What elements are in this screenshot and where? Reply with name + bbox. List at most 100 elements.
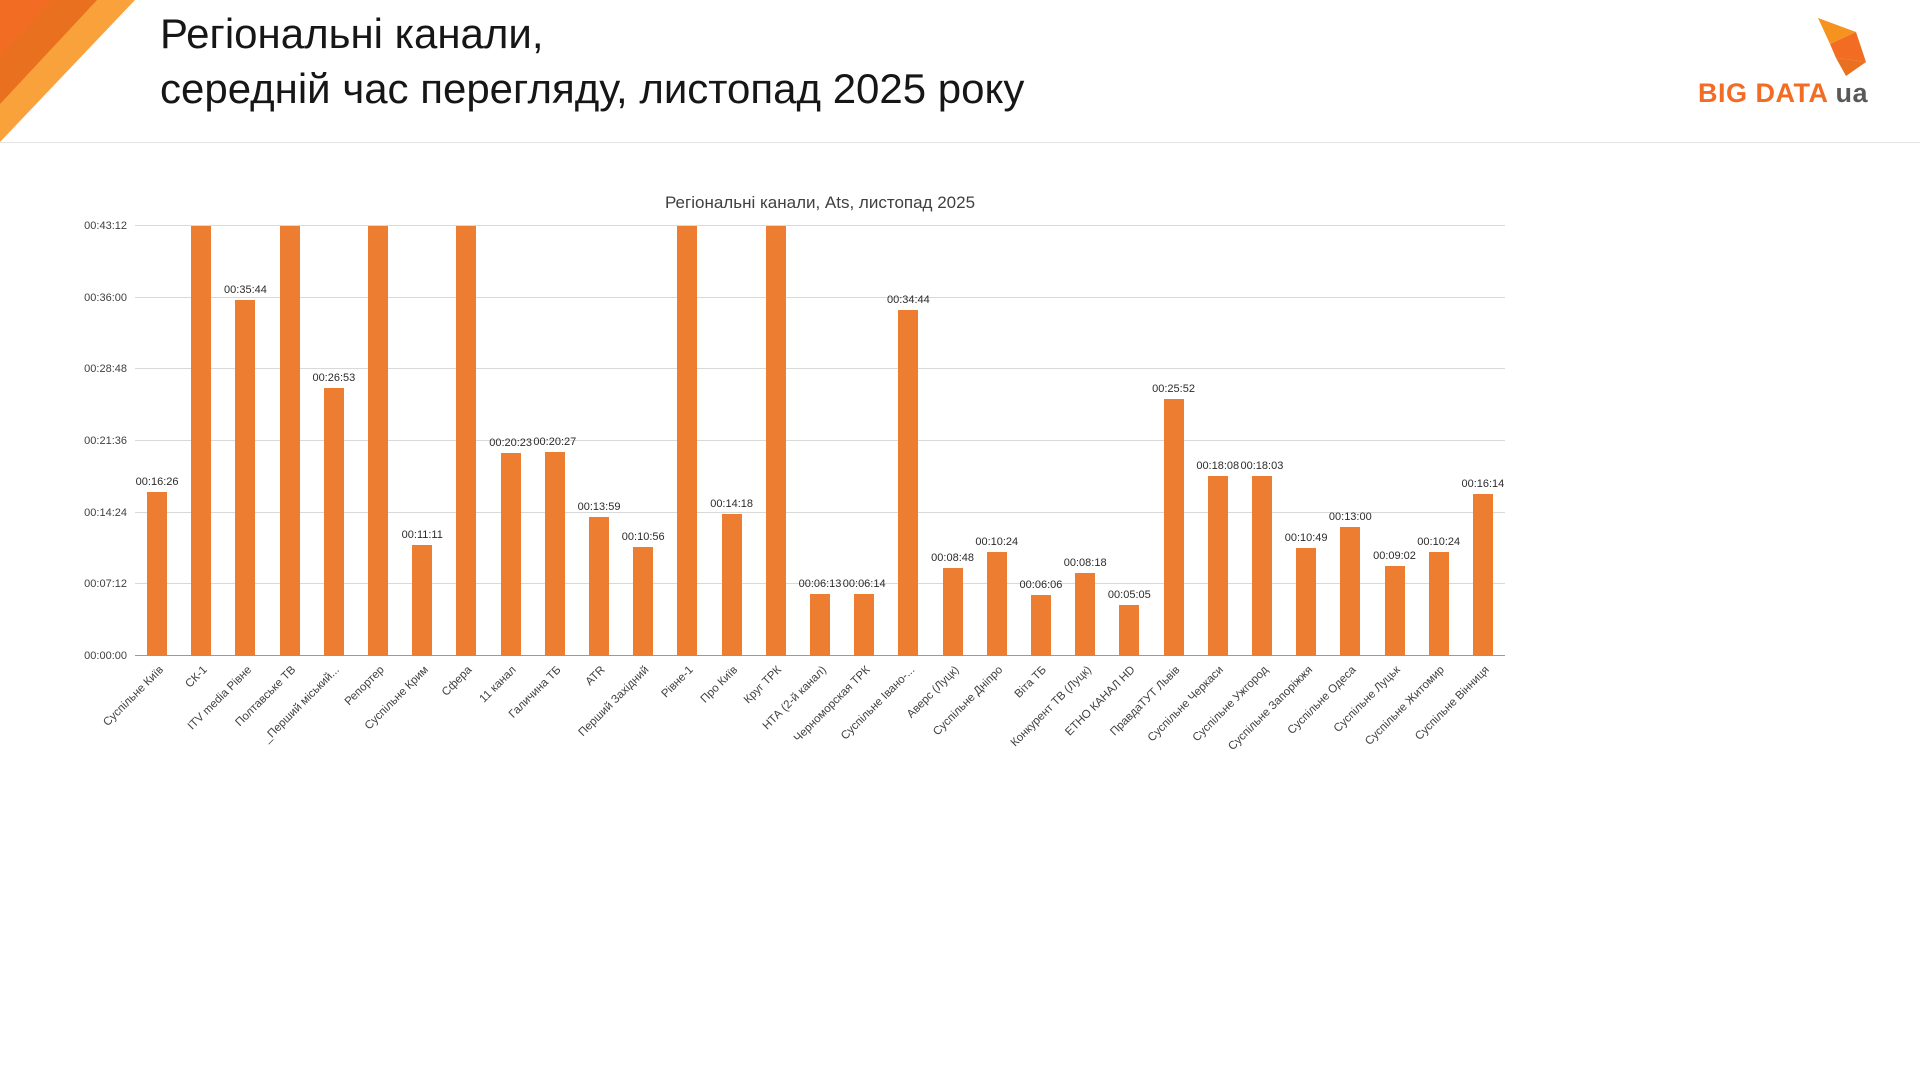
bar (810, 594, 830, 656)
plot-area: 00:16:26 00:35:44 00:26:53 00:11:11 00:20:23… (135, 225, 1505, 656)
bar (368, 226, 389, 656)
bar-value-label: 00:20:27 (533, 436, 577, 449)
bar (1119, 605, 1140, 656)
x-axis-label: Суспільне Житомир (1363, 664, 1448, 748)
x-axis-label: Конкурент ТВ (Луцк) (1008, 664, 1094, 750)
y-tick-label: 00:28:48 (84, 363, 127, 376)
bar (1163, 398, 1184, 656)
bar (1075, 573, 1096, 656)
bar (544, 452, 565, 656)
bar (721, 513, 742, 656)
y-tick-label: 00:07:12 (84, 578, 127, 591)
bar-value-label: 00:10:24 (1417, 536, 1461, 549)
bar (898, 310, 919, 656)
x-axis-label: 11 канал (477, 664, 520, 706)
corner-triangle-decoration (0, 0, 135, 142)
bar-value-label: 00:14:18 (710, 497, 754, 510)
bar (1207, 475, 1228, 656)
chart-title: Регіональні канали, Ats, листопад 2025 (664, 193, 976, 212)
bar (986, 552, 1007, 656)
x-axis-label: Рівне-1 (659, 664, 696, 701)
bar (412, 544, 433, 656)
x-axis-label: Суспільне Вінниця (1412, 664, 1492, 743)
bar (279, 226, 300, 656)
bar-value-label: 00:26:53 (312, 372, 356, 385)
x-axis-label: СК-1 (183, 664, 210, 691)
x-axis-label: Суспільне Ужгород (1190, 664, 1271, 745)
page-title-line1: Регіональні канали, (160, 10, 544, 57)
x-axis-label: Суспільне Івано-... (838, 664, 917, 743)
bar (942, 568, 963, 656)
bar-value-label: 00:09:02 (1373, 550, 1416, 563)
bar-value-label: 00:13:00 (1328, 510, 1372, 523)
bar-value-label: 00:10:49 (1284, 532, 1328, 545)
x-axis-label: Про Київ (698, 664, 741, 706)
x-axis-label: Круг ТРК (742, 664, 785, 707)
bar (677, 226, 698, 656)
gridline (135, 368, 1505, 370)
page-header: Регіональні канали, середній час перегля… (0, 0, 1920, 143)
bar (589, 516, 610, 656)
bar (191, 226, 212, 656)
bar-value-label: 00:25:52 (1152, 382, 1195, 395)
x-axis-label: Черноморская ТРК (791, 664, 873, 745)
logo-text: BIG DATA ua (1698, 78, 1868, 109)
chart-grid: 00:00:00 00:07:12 00:14:24 00:21:36 00:28:48… (57, 220, 1527, 786)
bar (1472, 494, 1493, 656)
bar-value-label: 00:16:26 (135, 476, 179, 489)
bar (1251, 476, 1272, 656)
page-title: Регіональні канали, середній час перегля… (160, 6, 1024, 116)
x-axis-label: ATR (583, 664, 608, 689)
bar (500, 453, 521, 656)
bar (456, 226, 477, 656)
x-axis-spacer (57, 656, 135, 786)
logo-text-big-data: BIG DATA (1697, 78, 1828, 108)
gridline (135, 583, 1505, 585)
gridline (135, 296, 1505, 298)
bar-value-label: 00:08:48 (931, 552, 974, 565)
y-tick-label: 00:21:36 (84, 435, 127, 447)
bar-value-label: 00:18:08 (1196, 459, 1240, 472)
bar (1030, 595, 1051, 656)
bar-value-label: 00:20:23 (489, 437, 533, 450)
x-axis-label: Суспільне Черкаси (1146, 664, 1227, 745)
bar (854, 593, 875, 656)
bar-value-label: 00:05:05 (1107, 589, 1151, 602)
y-axis: 00:00:00 00:07:12 00:14:24 00:21:36 00:28:48… (57, 220, 135, 662)
bar-value-label: 00:34:44 (886, 294, 930, 307)
bar (633, 547, 654, 656)
bigdata-ua-logo: BIG DATA ua (1698, 18, 1868, 109)
gridline (135, 511, 1505, 513)
bar-value-label: 00:16:14 (1461, 478, 1505, 491)
bar-value-label: 00:06:14 (842, 577, 886, 590)
x-axis-label: Віта ТБ (1013, 664, 1050, 701)
y-tick-label: 00:14:24 (84, 506, 127, 519)
bar-chart: Регіональні канали, Ats, листопад 2025 0… (57, 193, 1527, 786)
bar (1340, 526, 1361, 656)
x-axis-label: Репортер (342, 664, 387, 709)
bar-value-label: 00:10:24 (975, 536, 1019, 549)
bar (765, 226, 786, 656)
bigdata-logo-icon (1818, 18, 1866, 76)
bar-value-label: 00:35:44 (224, 284, 267, 297)
bar-value-label: 00:06:13 (798, 578, 842, 591)
bar-value-label: 00:18:03 (1240, 460, 1284, 473)
x-axis-label: Сфера (440, 664, 475, 699)
bar-value-label: 00:08:18 (1063, 557, 1107, 570)
bar (1296, 548, 1317, 656)
bar (1428, 552, 1449, 656)
gridline (135, 440, 1505, 441)
bar (323, 388, 344, 656)
bar-value-label: 00:11:11 (401, 528, 443, 541)
bar (1384, 566, 1405, 656)
y-tick-label: 00:00:00 (84, 650, 127, 662)
x-axis: Суспільне Київ СК-1 ITV media Рівне Полтавс… (101, 656, 1505, 786)
bar-value-label: 00:06:06 (1019, 579, 1063, 592)
bars: 00:16:26 00:35:44 00:26:53 00:11:11 00:20:23… (135, 226, 1505, 656)
x-axis-label: _Перший міський... (261, 664, 343, 745)
gridline (135, 225, 1505, 226)
x-axis-label: Суспільне Запоріжжя (1225, 664, 1315, 753)
logo-text-ua: ua (1835, 78, 1868, 108)
bar (147, 492, 168, 656)
bar-value-label: 00:13:59 (577, 500, 621, 513)
